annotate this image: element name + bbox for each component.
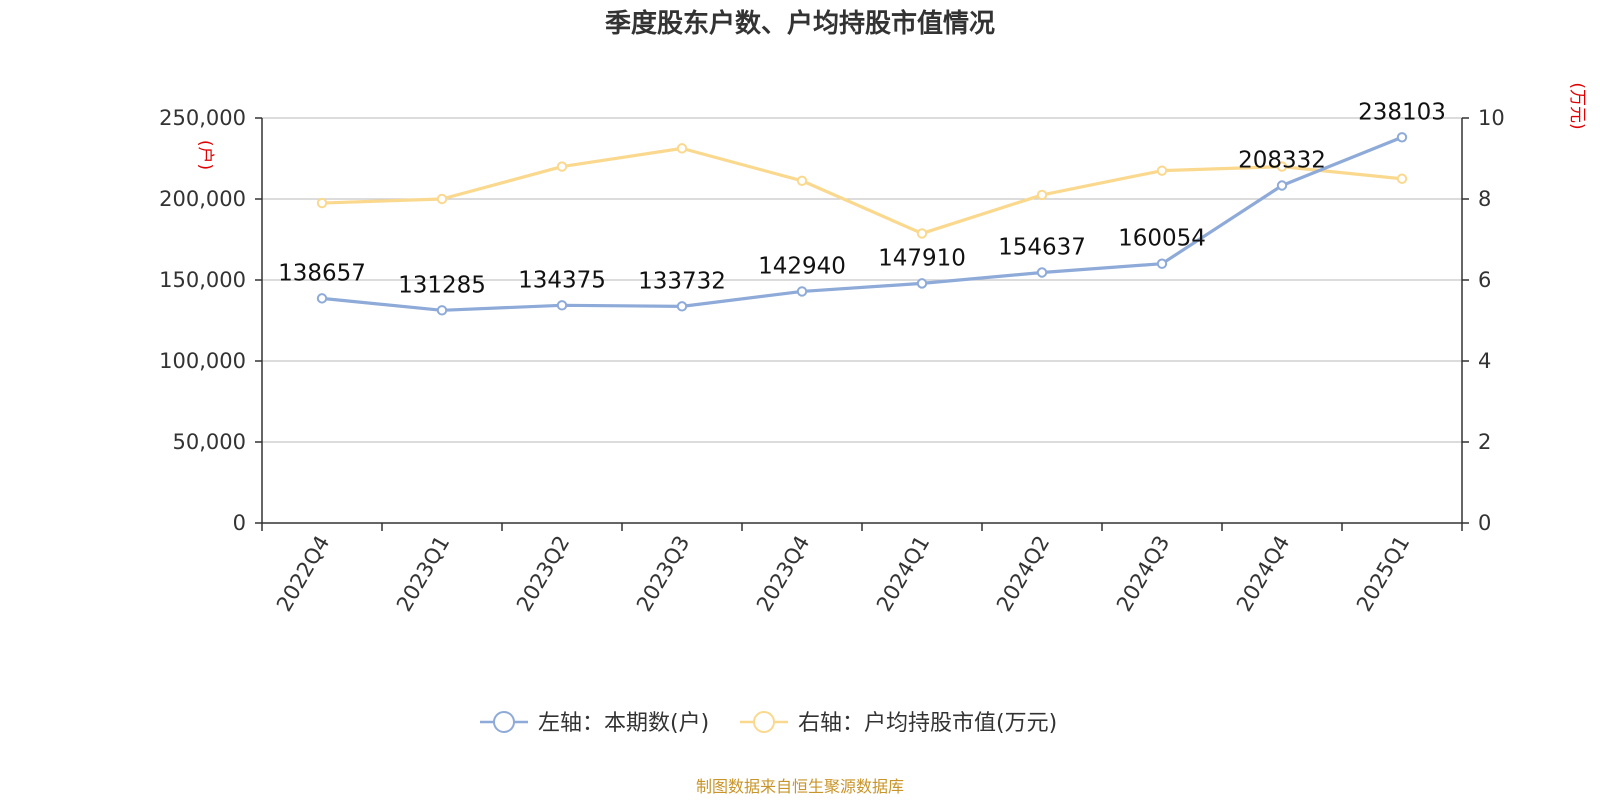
avg-holding-value-point	[676, 143, 688, 154]
holders-count-point	[1276, 180, 1288, 191]
avg-holding-value-point	[436, 193, 448, 205]
holders-count-point	[316, 293, 328, 304]
legend-circle-marker	[753, 711, 775, 733]
holders-count-data-label: 133732	[638, 268, 726, 294]
holders-count-data-label: 134375	[518, 267, 606, 293]
source-note: 制图数据来自恒生聚源数据库	[696, 777, 904, 796]
holders-count-data-label: 160054	[1118, 226, 1206, 252]
legend: 左轴：本期数(户) 右轴：户均持股市值(万元)	[480, 711, 1057, 736]
left-axis-tick-label: 0	[233, 511, 246, 535]
x-axis-tick-label: 2023Q4	[752, 532, 814, 616]
left-axis-tick-label: 200,000	[159, 187, 246, 211]
left-axis-unit: (户)	[195, 140, 215, 170]
avg-holding-value-point	[316, 197, 328, 209]
holders-count-point	[436, 305, 448, 316]
avg-holding-value-point	[796, 175, 808, 186]
x-axis-tick-label: 2025Q1	[1352, 532, 1414, 616]
legend-label: 左轴：本期数(户)	[538, 711, 709, 736]
holders-count-data-label: 138657	[278, 260, 366, 286]
left-axis-tick-label: 150,000	[159, 268, 246, 292]
holders-count-data-label: 154637	[998, 234, 1086, 260]
holders-count-line	[321, 135, 1403, 312]
x-axis-tick-label: 2024Q3	[1112, 532, 1174, 616]
holders-count-data-label: 131285	[398, 272, 486, 298]
legend-label: 右轴：户均持股市值(万元)	[798, 711, 1057, 736]
avg-holding-value-point	[916, 228, 928, 239]
left-axis-tick-label: 100,000	[159, 349, 246, 373]
avg-holding-value-point	[1156, 165, 1168, 176]
right-axis-tick-label: 0	[1478, 511, 1491, 535]
x-axis-tick-label: 2024Q1	[872, 532, 934, 616]
avg-holding-value-point	[1396, 173, 1408, 184]
holders-count-data-label: 208332	[1238, 148, 1326, 174]
left-axis-tick-label: 250,000	[159, 106, 246, 130]
legend-item-avg-holding-value: 右轴：户均持股市值(万元)	[740, 711, 1057, 736]
holders-count-point	[1036, 267, 1048, 278]
right-axis-tick-label: 8	[1478, 187, 1491, 211]
holders-count-point	[916, 278, 928, 289]
right-axis-unit: (万元)	[1567, 82, 1587, 129]
right-axis-tick-label: 2	[1478, 430, 1491, 454]
x-axis-tick-label: 2023Q1	[392, 532, 454, 616]
data-labels: 138657 131285 134375 133732 142940 147910 1546…	[278, 99, 1446, 298]
legend-circle-marker	[493, 711, 515, 733]
avg-holding-value-line	[321, 146, 1403, 236]
x-axis-tick-label: 2023Q3	[632, 532, 694, 616]
chart-title: 季度股东户数、户均持股市值情况	[605, 8, 995, 39]
avg-holding-value-point	[1036, 189, 1048, 201]
left-axis-tick-label: 50,000	[173, 430, 246, 454]
legend-item-holders-count: 左轴：本期数(户)	[480, 711, 709, 736]
x-axis-tick-label: 2024Q4	[1232, 532, 1294, 616]
x-axis-tick-label: 2024Q2	[992, 532, 1054, 616]
holders-count-point	[556, 300, 568, 311]
holders-count-data-label: 147910	[878, 245, 966, 271]
x-axis-tick-label: 2023Q2	[512, 532, 574, 616]
holders-count-point	[1396, 132, 1408, 143]
x-axis-tick-label: 2022Q4	[272, 532, 334, 616]
holders-count-data-label: 238103	[1358, 99, 1446, 125]
right-axis-tick-label: 6	[1478, 268, 1491, 292]
holders-count-point	[676, 301, 688, 312]
holders-count-data-label: 142940	[758, 253, 846, 279]
holders-count-point	[1156, 258, 1168, 269]
avg-holding-value-point	[1276, 161, 1288, 172]
right-axis-tick-label: 4	[1478, 349, 1491, 373]
avg-holding-value-point	[556, 161, 568, 172]
series-layer	[316, 132, 1408, 316]
holders-count-point	[796, 286, 808, 297]
right-axis-tick-label: 10	[1478, 106, 1505, 130]
